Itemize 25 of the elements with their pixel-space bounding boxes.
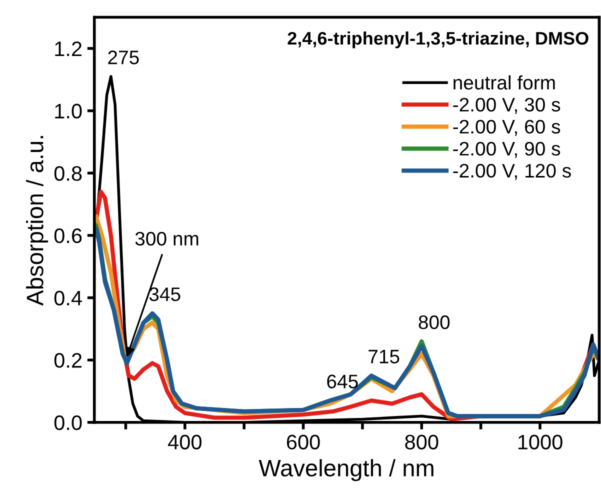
text: 2,4,6-triphenyl-1,3,5-triazine, DMSO xyxy=(288,31,588,48)
legend-label: -2.00 V, 90 s xyxy=(453,142,560,158)
annotation: 275 xyxy=(108,50,139,64)
annotation: 800 xyxy=(418,315,450,330)
legend-label: -2.00 V, 60 s xyxy=(453,120,560,136)
annotation: 300 nm xyxy=(135,232,198,246)
x-tick-label: 800 xyxy=(405,434,438,450)
y-tick-label: 0.2 xyxy=(54,353,82,368)
legend-label: -2.00 V, 120 s xyxy=(453,164,571,180)
x-tick-label: 1000 xyxy=(518,434,562,450)
annotation: 715 xyxy=(368,350,400,364)
y-tick-label: 0.8 xyxy=(54,166,82,181)
y-tick-label: 0.4 xyxy=(54,290,82,306)
y-axis-title: Absorption / a.u. xyxy=(26,136,48,306)
annotation: 645 xyxy=(327,374,358,388)
legend-label: -2.00 V, 30 s xyxy=(453,98,560,114)
y-tick-label: 0.0 xyxy=(54,415,82,430)
y-tick-label: 0.6 xyxy=(54,228,82,244)
annotation: 345 xyxy=(149,287,180,302)
x-tick-label: 400 xyxy=(168,434,202,450)
x-tick-label: 600 xyxy=(286,434,320,450)
legend-label: neutral form xyxy=(454,75,555,90)
x-axis-title: Wavelength / nm xyxy=(258,459,434,482)
y-tick-label: 1.2 xyxy=(55,41,82,56)
y-tick-label: 1.0 xyxy=(55,104,82,119)
